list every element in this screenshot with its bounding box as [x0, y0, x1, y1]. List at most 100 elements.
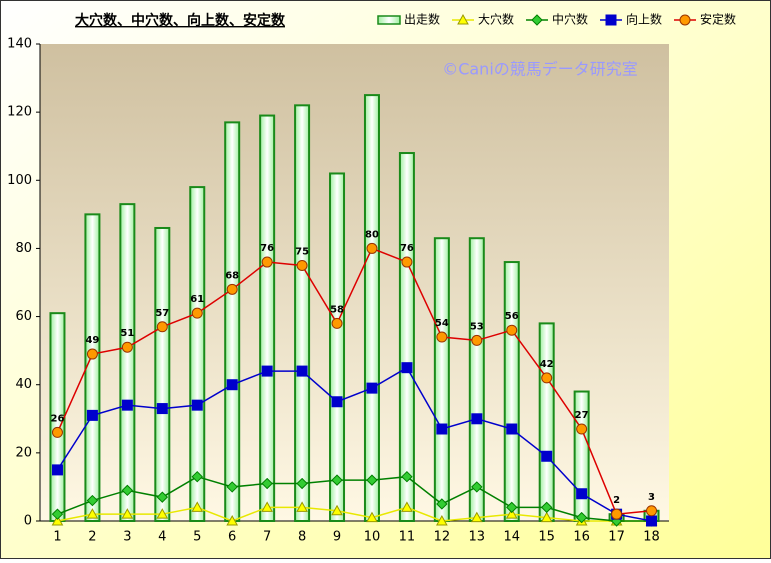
y-tick-label: 140: [7, 37, 32, 52]
marker: [679, 14, 691, 26]
line: [56, 366, 652, 522]
marker: [436, 514, 448, 526]
data-label: 53: [470, 321, 484, 332]
data-label: 49: [85, 335, 99, 346]
y-tick-label: 0: [24, 514, 32, 529]
marker: [226, 283, 238, 295]
bar: [363, 94, 380, 522]
marker: [86, 494, 99, 507]
marker: [86, 348, 98, 360]
y-tick-label: 120: [7, 105, 32, 120]
x-tick-label: 3: [123, 530, 131, 545]
marker: [436, 331, 448, 343]
marker: [540, 501, 553, 514]
data-label: 58: [330, 304, 344, 315]
data-label: 54: [435, 318, 449, 329]
data-label: 61: [190, 294, 204, 305]
x-tick-label: 10: [364, 530, 381, 545]
y-tick-label: 100: [7, 173, 32, 188]
marker: [226, 379, 238, 391]
marker: [575, 511, 588, 524]
data-label: 56: [505, 311, 519, 322]
marker: [366, 474, 378, 486]
bar: [503, 261, 520, 522]
bar: [329, 172, 346, 522]
marker: [541, 450, 553, 462]
marker: [191, 501, 204, 512]
marker: [51, 426, 63, 438]
marker: [296, 365, 308, 377]
x-tick-label: 15: [538, 530, 555, 545]
marker: [366, 382, 378, 394]
y-tick-label: 40: [15, 377, 32, 392]
marker: [156, 508, 169, 519]
marker: [261, 365, 273, 377]
plot-area: [40, 44, 669, 521]
marker: [401, 362, 413, 374]
bar: [468, 237, 485, 522]
marker: [331, 474, 343, 486]
x-tick-label: 7: [263, 530, 271, 545]
y-tick-label: 20: [15, 445, 32, 460]
marker: [86, 508, 99, 519]
marker: [226, 514, 239, 526]
legend-label: 安定数: [700, 12, 736, 27]
x-tick-label: 14: [503, 530, 520, 545]
marker: [401, 256, 413, 268]
marker: [531, 14, 543, 26]
x-tick-label: 16: [573, 530, 590, 545]
marker: [506, 423, 518, 435]
legend-label: 出走数: [404, 12, 440, 27]
marker: [156, 321, 168, 333]
bar: [538, 322, 555, 522]
marker: [646, 505, 658, 517]
marker: [331, 396, 343, 408]
x-tick-label: 11: [399, 530, 416, 545]
data-label: 42: [540, 359, 554, 370]
marker: [331, 317, 343, 329]
bar: [259, 114, 276, 523]
marker: [261, 477, 273, 490]
x-tick-label: 2: [88, 530, 96, 545]
bar: [189, 186, 206, 522]
data-label: 51: [120, 328, 134, 339]
x-tick-label: 18: [643, 530, 660, 545]
legend-label: 中穴数: [552, 12, 588, 27]
marker: [331, 504, 343, 516]
marker: [540, 511, 553, 523]
data-label: 26: [51, 413, 65, 424]
x-tick-label: 4: [158, 530, 166, 545]
marker: [401, 501, 413, 512]
marker: [470, 511, 483, 523]
marker: [471, 481, 483, 493]
line: [57, 506, 652, 522]
marker: [436, 498, 448, 510]
x-tick-label: 8: [298, 530, 306, 545]
marker: [261, 501, 273, 512]
marker: [296, 259, 308, 271]
marker: [156, 403, 168, 415]
line: [57, 475, 652, 522]
bar: [84, 213, 101, 522]
marker: [121, 341, 133, 353]
x-tick-label: 13: [469, 530, 486, 545]
marker: [296, 477, 308, 490]
data-label: 2: [613, 495, 620, 506]
x-tick-label: 5: [193, 530, 201, 545]
marker: [51, 464, 63, 476]
line: [56, 247, 652, 515]
y-tick-label: 60: [15, 309, 32, 324]
x-tick-label: 12: [434, 530, 451, 545]
marker: [226, 481, 238, 493]
bar: [433, 237, 450, 522]
marker: [646, 515, 658, 527]
marker: [261, 256, 273, 268]
legend-swatch: [377, 15, 401, 25]
data-label: 75: [295, 246, 309, 257]
marker: [611, 508, 623, 520]
marker: [436, 423, 448, 435]
legend-label: 向上数: [626, 12, 662, 27]
marker: [471, 334, 483, 346]
marker: [576, 488, 588, 500]
